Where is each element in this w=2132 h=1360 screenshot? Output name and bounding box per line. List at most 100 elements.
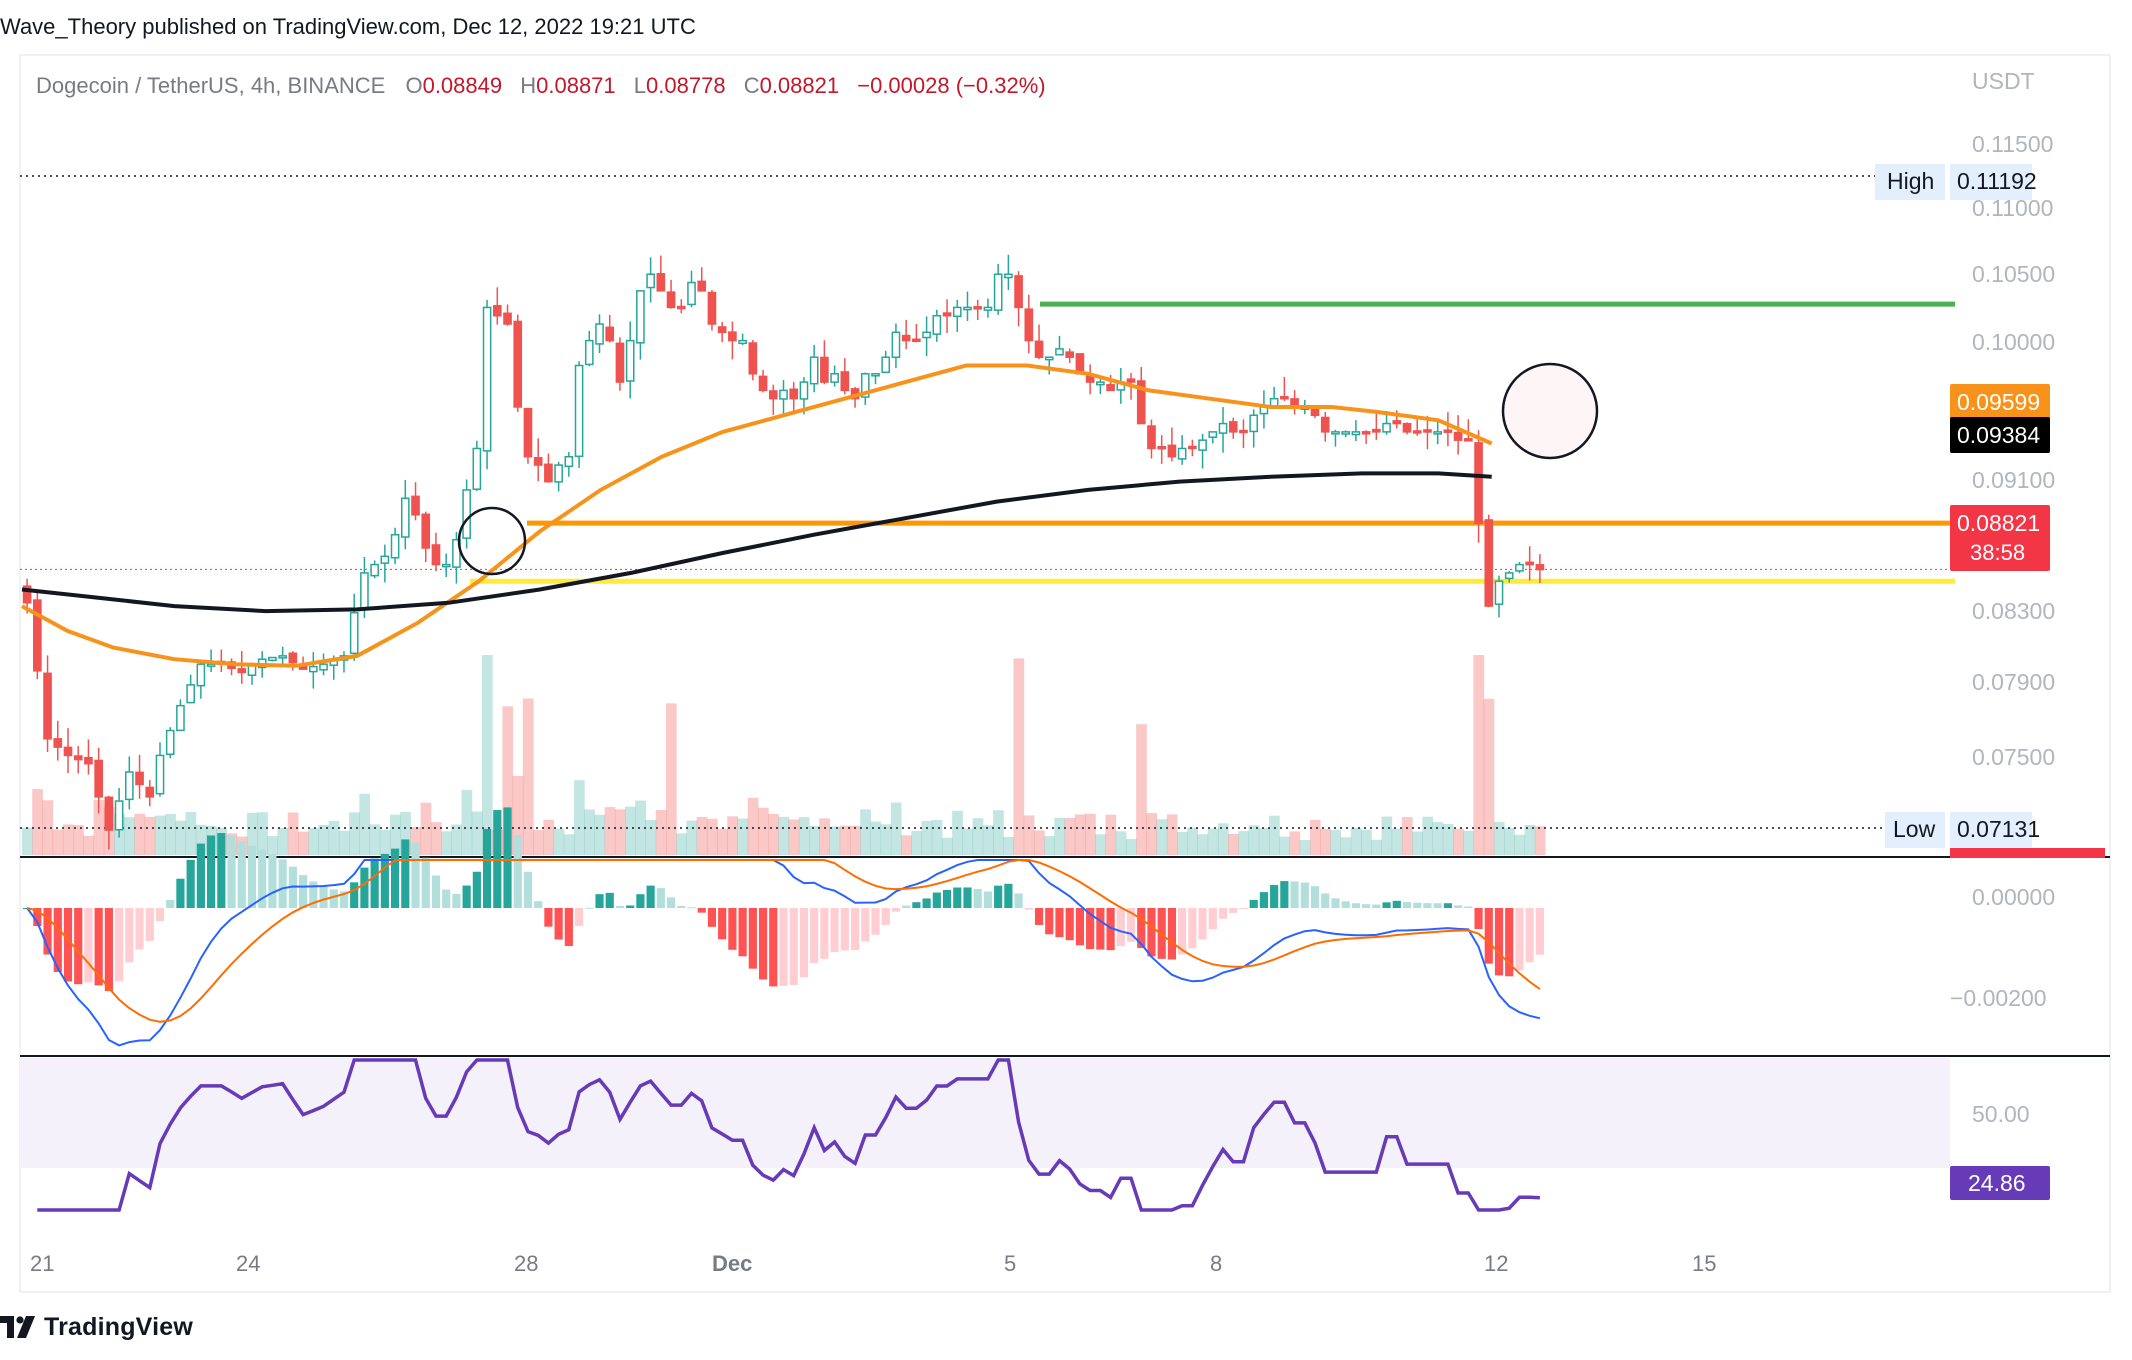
volume-bar [1003,836,1014,855]
candle-body-up [176,704,185,732]
price-tick: 0.11500 [1972,131,2053,157]
volume-bar [308,828,319,855]
candle-body-down [1392,420,1402,425]
candle [390,527,400,565]
candle-body-up [196,663,206,687]
ohlc-legend[interactable]: Dogecoin / TetherUS, 4h, BINANCE O0.0884… [36,73,1046,98]
volume-area [22,655,1546,855]
volume-bar [42,800,54,855]
volume-bar [1401,817,1413,855]
volume-bar [1442,824,1454,855]
candle-body-up [1096,381,1105,386]
tradingview-logo[interactable]: TradingView [0,1312,193,1342]
volume-bar [1136,724,1147,855]
candle-body-up [268,656,277,662]
volume-bar [389,814,401,855]
volume-bar [349,812,360,855]
volume-bar [1381,816,1393,855]
macd-bar [871,908,880,935]
candle-body-down [533,457,543,466]
volume-bar [246,812,258,855]
macd-bar [1259,892,1268,908]
candle-body-down [1065,351,1075,358]
candle-body-down [748,342,758,375]
macd-bar [513,835,522,908]
volume-bar [635,800,647,855]
candle [380,544,390,583]
brand-name: TradingView [44,1312,194,1341]
macd-bar [1413,902,1422,908]
candle [666,279,676,309]
candle-body-up [983,306,993,311]
volume-bar [829,826,841,855]
candle-body-up [830,373,839,383]
trading-chart[interactable]: Dogecoin / TetherUS, 4h, BINANCE O0.0884… [0,0,2132,1310]
volume-bar [471,811,483,855]
macd-bar [687,907,696,909]
candle [104,795,114,850]
macd-bar [922,898,931,908]
volume-bar [328,820,340,855]
volume-bar [420,802,432,855]
macd-bar [472,871,481,908]
volume-bar [1463,831,1474,855]
time-tick: 24 [236,1251,260,1276]
macd-tick: −0.00200 [1950,985,2047,1011]
candle-body-up [1331,431,1340,435]
candle [1228,417,1238,439]
last-price-badge: 0.08821 38:58 [1950,505,2050,571]
volume-bar [543,819,555,855]
volume-bar [757,807,769,855]
volume-bar [584,809,595,855]
macd-bar [779,908,788,986]
candle [84,739,93,775]
candle-body-down [1167,444,1177,458]
macd-bar [299,875,308,908]
macd-bar [1096,908,1105,950]
macd-bar [1321,893,1330,908]
candlestick-series[interactable] [22,254,1545,850]
volume-bar [410,827,422,855]
macd-bar [891,908,901,912]
volume-bar [614,809,626,855]
macd-bar [1137,908,1146,949]
macd-bar [1188,908,1197,949]
volume-bar [338,830,350,855]
volume-bar [1044,836,1055,855]
rsi-tick: 50.00 [1972,1101,2030,1127]
volume-bar [185,811,197,855]
volume-bar [1033,830,1045,855]
ema200-badge: 0.09384 [1950,417,2050,453]
candle-body-up [574,364,584,458]
volume-bar [1156,819,1168,855]
candle-body-up [922,331,931,339]
volume-bar [1115,831,1127,855]
macd-bar [1167,908,1177,960]
candle-body-down [758,375,768,392]
candle [860,372,870,405]
macd-bar [1474,908,1483,929]
candle [1106,374,1115,392]
price-tick: 0.10000 [1972,329,2055,355]
macd-bar [840,908,849,951]
time-tick: 15 [1692,1251,1716,1276]
volume-bar [1177,831,1188,855]
volume-bar [880,824,892,855]
candle [421,511,431,563]
candle-body-down [1535,564,1545,571]
candle-body-down [1453,431,1463,441]
volume-bar [481,655,493,855]
time-tick: 28 [514,1251,538,1276]
change-value: −0.00028 (−0.32%) [857,73,1045,98]
macd-bar [1505,908,1514,977]
candle-body-down [1484,519,1494,607]
candle-body-down [717,326,727,334]
candle [881,350,891,374]
price-tick: 0.08300 [1972,598,2055,624]
macd-bar [728,908,737,950]
macd-bar [656,888,665,908]
candle [952,299,962,333]
candle-body-down [1136,380,1146,425]
time-axis[interactable]: 21 24 28 Dec 5 8 12 15 [30,1251,1716,1276]
candle [176,699,185,732]
